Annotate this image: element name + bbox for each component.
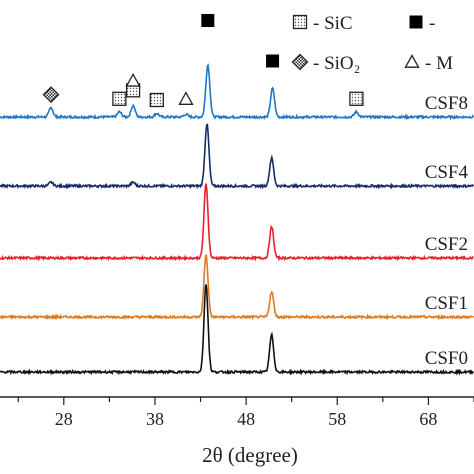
x-axis-label: 2θ (degree): [202, 443, 298, 467]
series-csf0: CSF0: [0, 284, 474, 376]
series-group: CSF8 CSF4 CSF2 CSF1 CSF0: [0, 62, 474, 376]
x-tick-label: 48: [237, 409, 255, 429]
series-line-csf2: [0, 183, 474, 262]
series-label-csf2: CSF2: [425, 234, 468, 255]
marker-sic-1: [112, 91, 127, 106]
x-axis: 28 38 48 58 68: [0, 396, 474, 429]
phase-markers: [42, 14, 364, 108]
marker-sic-8: [349, 91, 364, 106]
marker-sic-4: [149, 92, 164, 108]
legend: - SiC - SiO₂ - - M: [291, 13, 453, 74]
marker-triangle-5: [178, 91, 194, 105]
series-line-csf1: [0, 254, 474, 321]
series-label-csf4: CSF4: [425, 162, 469, 183]
legend-symbol-square-filled: [409, 15, 423, 29]
x-tick-label: 28: [55, 409, 73, 429]
series-csf8: CSF8: [0, 62, 474, 121]
series-line-csf8: [0, 62, 474, 121]
marker-square-filled-7: [266, 54, 280, 68]
series-csf2: CSF2: [0, 183, 474, 262]
x-tick-label: 68: [419, 409, 437, 429]
series-label-csf0: CSF0: [425, 348, 468, 369]
series-csf4: CSF4: [0, 123, 474, 190]
legend-symbol-sio2: [291, 53, 309, 71]
legend-label-sic: - SiC: [313, 13, 353, 34]
marker-triangle-3: [125, 73, 141, 87]
x-tick-label: 38: [146, 409, 164, 429]
series-label-csf8: CSF8: [425, 93, 468, 114]
series-csf1: CSF1: [0, 254, 474, 321]
legend-symbol-sic: [292, 14, 308, 30]
series-line-csf4: [0, 123, 474, 190]
legend-symbol-triangle: [404, 54, 420, 68]
legend-label-sio2: - SiO₂: [313, 53, 360, 74]
marker-sio2-0: [42, 86, 60, 104]
x-tick-label: 58: [328, 409, 346, 429]
series-label-csf1: CSF1: [425, 293, 468, 314]
marker-square-filled-6: [201, 14, 215, 27]
series-line-csf0: [0, 284, 474, 376]
legend-label-triangle: - M: [425, 53, 453, 74]
legend-label-square-filled: -: [429, 13, 435, 34]
